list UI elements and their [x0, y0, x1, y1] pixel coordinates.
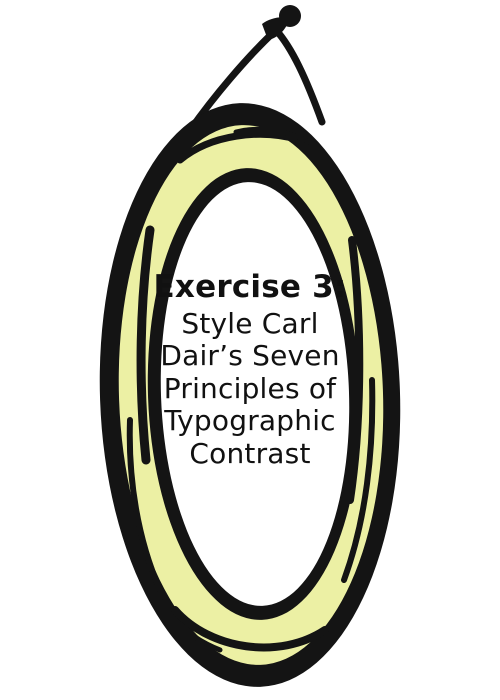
- exercise-title: Exercise 3:: [153, 269, 347, 305]
- hook-knot: [262, 17, 290, 40]
- caption-line: Dair’s Seven: [160, 339, 340, 373]
- frame-sketch-strokes: [126, 126, 376, 653]
- exercise-caption: Exercise 3: Style Carl Dair’s Seven Prin…: [140, 269, 360, 470]
- caption-line: Contrast: [189, 436, 311, 470]
- mirror-glass: [160, 182, 350, 606]
- caption-line: Style Carl: [181, 306, 319, 340]
- caption-line: Principles of: [163, 371, 337, 405]
- caption-line: Typographic: [164, 404, 336, 438]
